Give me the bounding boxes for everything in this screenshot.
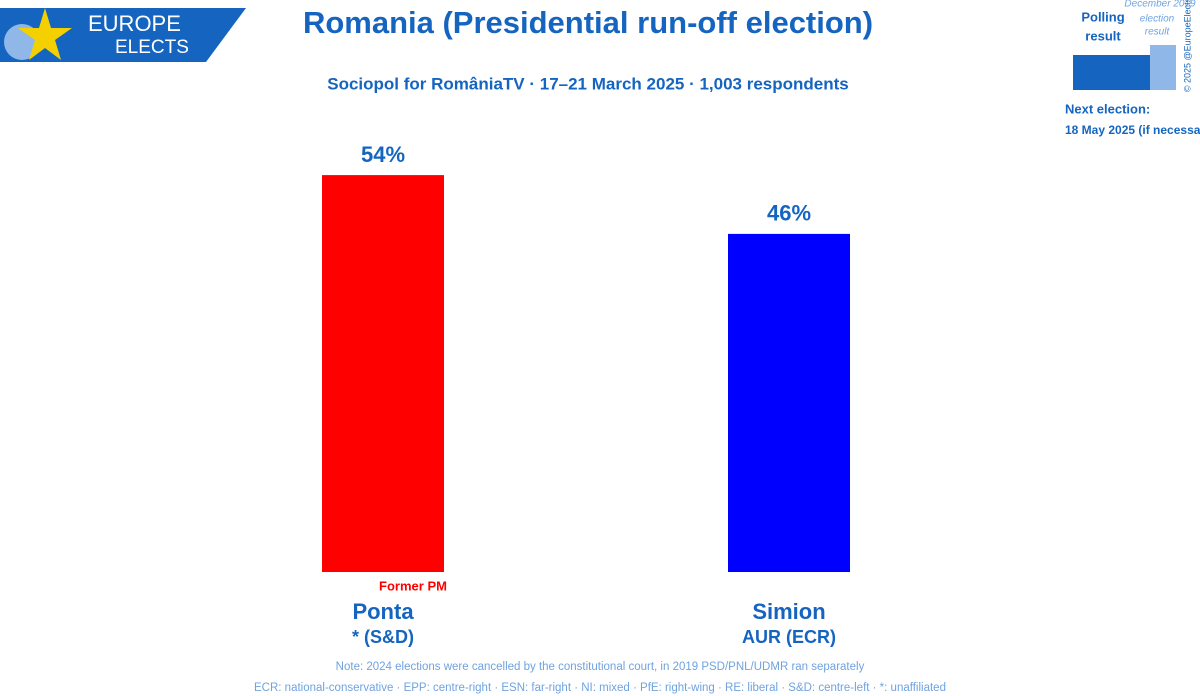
next-election-date: 18 May 2025 (if necessary) [1065,123,1200,137]
logo-text: ELECTS [115,37,189,58]
footnote: ECR: national-conservative · EPP: centre… [254,682,946,694]
category-note: Former PM [379,578,447,593]
bar [728,233,850,572]
value-label: 54% [361,142,405,167]
legend-swatch [1073,55,1150,90]
bar [322,175,444,572]
next-election-label: Next election: [1065,101,1150,116]
party-label: AUR (ECR) [742,627,836,647]
footnote: Note: 2024 elections were cancelled by t… [336,661,865,673]
legend-swatch [1150,45,1176,90]
legend-label: Polling [1081,9,1124,24]
logo-star [18,8,72,60]
logo-text: EUROPE [88,11,181,36]
legend-label: result [1085,28,1121,43]
value-label: 46% [767,201,811,226]
legend-label: result [1145,27,1171,38]
legend-label: election [1140,14,1175,25]
category-label: Simion [752,599,825,624]
copyright: © 2025 @EuropeElects [1182,0,1192,92]
chart-subtitle: Sociopol for RomâniaTV · 17–21 March 202… [327,74,849,93]
party-label: * (S&D) [352,627,414,647]
logo-banner [0,8,246,62]
chart-title: Romania (Presidential run-off election) [303,5,873,40]
category-label: Ponta [352,599,414,624]
legend-label: December 2019 [1124,0,1196,10]
